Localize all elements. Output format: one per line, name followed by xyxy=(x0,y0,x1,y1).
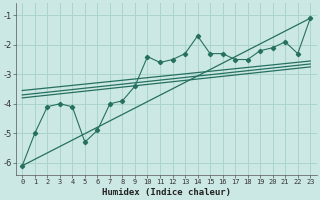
X-axis label: Humidex (Indice chaleur): Humidex (Indice chaleur) xyxy=(102,188,231,197)
